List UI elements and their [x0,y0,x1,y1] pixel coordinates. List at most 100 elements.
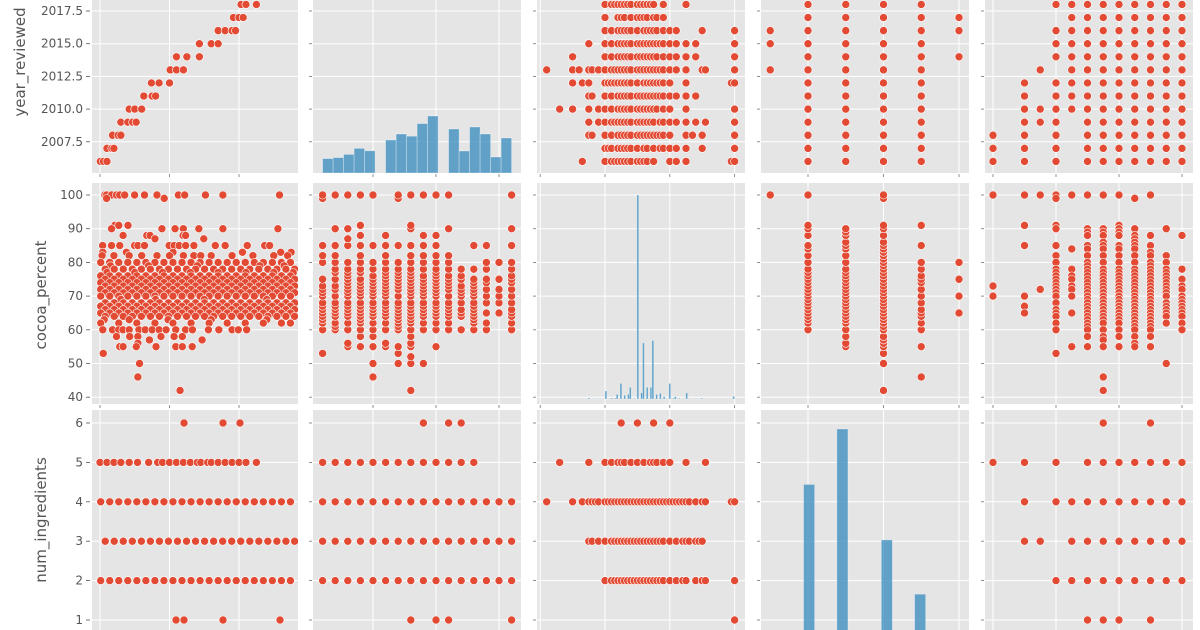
scatter-point [1020,117,1029,127]
scatter-point [1035,117,1045,127]
scatter-point [803,104,813,114]
histogram-bar [406,135,418,173]
y-tick-label: 2 [75,574,83,588]
scatter-point [1114,497,1124,507]
scatter-point [1146,342,1155,351]
scatter-point [469,458,479,467]
scatter-point [137,536,146,546]
scatter-point [276,247,286,257]
scatter-point [584,458,594,467]
scatter-point [150,234,160,244]
panel-background [92,0,298,173]
scatter-point [879,91,888,101]
scatter-point [177,291,187,301]
scatter-point [730,65,739,75]
panel-background [985,410,1193,630]
scatter-point [281,312,291,321]
scatter-point [1083,39,1092,49]
scatter-point [1114,144,1124,153]
scatter-point [568,78,577,88]
y-tick-label: 6 [75,416,83,430]
scatter-point [175,386,185,395]
histogram-bar [364,150,376,173]
scatter-point [1114,13,1124,22]
scatter-point [209,536,218,546]
scatter-point [240,258,250,267]
scatter-point [1130,117,1140,127]
scatter-point [168,291,178,301]
panel-r1-c3 [757,183,969,408]
scatter-point [1177,157,1187,166]
scatter-point [381,251,390,260]
scatter-point [578,157,587,166]
scatter-point [281,264,291,274]
scatter-point [368,258,378,267]
histogram-bar [604,390,608,400]
scatter-point [803,157,813,166]
scatter-point [356,231,365,240]
scatter-point [1114,26,1124,35]
scatter-point [456,458,466,467]
scatter-point [1114,536,1124,546]
scatter-point [1114,0,1124,9]
scatter-point [1146,190,1155,200]
scatter-point [730,117,739,127]
scatter-point [730,39,739,49]
scatter-point [1130,52,1140,62]
scatter-point [1098,78,1108,88]
histogram-bar [632,397,636,400]
scatter-point [841,91,851,101]
scatter-point [227,536,237,546]
scatter-point [600,13,610,22]
scatter-point [1146,458,1155,467]
scatter-point [1177,231,1187,240]
scatter-point [681,157,691,166]
scatter-point [587,130,597,140]
scatter-point [841,144,851,153]
scatter-point [1098,26,1108,35]
scatter-point [168,258,178,267]
scatter-point [1146,418,1155,428]
scatter-point [584,39,594,49]
scatter-point [555,104,564,114]
scatter-point [1146,78,1155,88]
histogram-bar [681,398,685,400]
scatter-point [146,264,155,274]
scatter-point [102,194,111,203]
scatter-point [381,458,390,467]
scatter-point [231,497,241,507]
scatter-point [697,26,707,35]
scatter-point [879,190,888,200]
scatter-point [330,576,340,585]
scatter-point [231,26,240,35]
scatter-point [803,241,813,250]
scatter-point [803,117,813,127]
scatter-point [277,291,286,301]
scatter-point [241,458,251,467]
scatter-point [1051,117,1061,127]
scatter-point [1114,52,1124,62]
scatter-point [1083,231,1092,240]
scatter-point [140,241,149,250]
scatter-point [765,26,775,35]
scatter-point [1177,65,1187,75]
scatter-point [879,144,888,153]
scatter-point [1067,244,1077,254]
scatter-point [1083,576,1092,585]
scatter-point [1161,26,1171,35]
scatter-point [275,190,284,200]
scatter-point [318,536,327,546]
histogram-bar [479,133,491,173]
scatter-point [671,91,681,101]
scatter-point [204,258,214,267]
scatter-point [252,458,261,467]
scatter-point [1051,224,1061,233]
panel-background [761,410,969,630]
scatter-point [272,312,282,321]
scatter-point [1083,615,1092,625]
scatter-point [730,104,739,114]
scatter-point [1114,190,1124,200]
scatter-point [555,458,564,467]
scatter-point [238,247,247,257]
scatter-point [879,359,888,368]
